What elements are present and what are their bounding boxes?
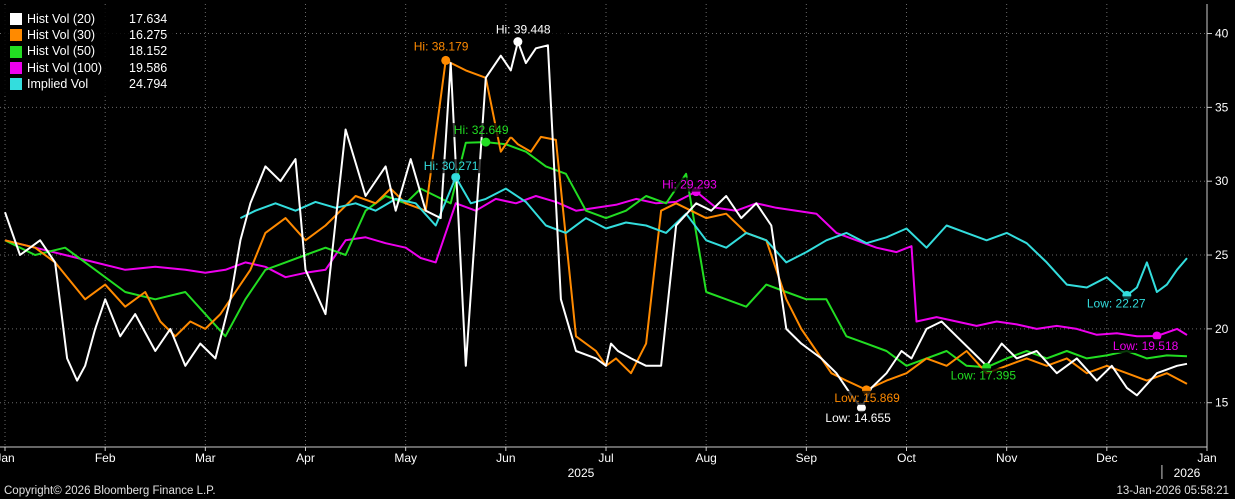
y-tick-label: 25 — [1215, 248, 1229, 262]
legend-label: Hist Vol (100) — [27, 60, 103, 75]
x-tick-label: Sep — [796, 451, 818, 465]
annotation-label: Low: 14.655 — [825, 411, 891, 425]
x-tick-label: Dec — [1096, 451, 1117, 465]
legend-label: Hist Vol (30) — [27, 28, 96, 43]
legend-item: Hist Vol (30) 16.275 — [10, 27, 167, 43]
annotation-marker — [1152, 331, 1162, 341]
legend-swatch — [10, 29, 22, 42]
legend-label: Implied Vol — [27, 76, 89, 91]
annotation-label: Hi: 39.448 — [496, 23, 551, 37]
legend-item: Hist Vol (100) 19.586 — [10, 60, 167, 76]
legend-value: 17.634 — [129, 12, 168, 26]
annotation-label: Hi: 30.271 — [424, 159, 479, 173]
annotation-bg — [493, 22, 566, 37]
x-tick-label: Jan — [0, 451, 15, 465]
annotation-marker — [856, 403, 866, 413]
legend-swatch — [10, 13, 22, 26]
legend-swatch — [10, 77, 22, 90]
year-label: 2026 — [1174, 466, 1201, 480]
annotation-bg — [1084, 296, 1157, 311]
x-tick-label: May — [394, 451, 417, 465]
annotation-label: Low: 19.518 — [1113, 339, 1179, 353]
series-line — [4, 190, 1188, 338]
annotation-label: Hi: 29.293 — [662, 178, 717, 192]
annotation-bg — [1110, 338, 1190, 353]
legend: Hist Vol (20) 17.634 Hist Vol (30) 16.27… — [4, 8, 176, 97]
x-tick-label: Jan — [1197, 451, 1216, 465]
legend-value: 19.586 — [129, 60, 168, 75]
timestamp-text: 13-Jan-2026 05:58:21 — [1116, 485, 1229, 497]
annotation-bg — [660, 177, 733, 192]
legend-value: 24.794 — [129, 76, 168, 91]
annotation-markers: Hi: 39.448 Low: 14.655 Hi: 38.179 Low: 15.8… — [411, 22, 1190, 425]
annotation-marker — [451, 172, 461, 182]
annotation-marker — [513, 37, 523, 47]
annotation-bg — [823, 410, 903, 425]
legend-value: 18.152 — [129, 44, 168, 59]
annotation-marker — [481, 137, 491, 147]
legend-label: Hist Vol (20) — [27, 12, 96, 26]
year-label: 2025 — [568, 466, 595, 480]
series-line — [4, 40, 1188, 409]
annotation-bg — [832, 390, 912, 405]
legend-swatch — [10, 61, 22, 74]
axes: 152025303540JanFebMarAprMayJunJulAugSepO… — [0, 4, 1229, 480]
legend-swatch — [10, 45, 22, 58]
annotation-label: Low: 17.395 — [951, 368, 1017, 382]
x-tick-label: Jun — [496, 451, 515, 465]
x-tick-label: Feb — [95, 451, 116, 465]
legend-value: 16.275 — [129, 28, 168, 43]
annotation-label: Low: 22.27 — [1087, 296, 1146, 310]
legend-item: Hist Vol (50) 18.152 — [10, 43, 167, 59]
annotation-label: Hi: 38.179 — [414, 39, 469, 53]
copyright-text: Copyright© 2026 Bloomberg Finance L.P. — [4, 485, 216, 497]
series-line — [4, 141, 1188, 369]
series-line — [239, 176, 1188, 297]
annotation-bg — [948, 368, 1028, 383]
x-tick-label: Jul — [598, 451, 613, 465]
series-lines — [4, 40, 1188, 409]
y-tick-label: 30 — [1215, 174, 1229, 188]
y-tick-label: 40 — [1215, 27, 1229, 41]
x-tick-label: Nov — [996, 451, 1017, 465]
x-tick-label: Oct — [897, 451, 916, 465]
legend-item: Implied Vol 24.794 — [10, 76, 167, 92]
annotation-label: Hi: 32.649 — [454, 123, 509, 137]
x-tick-label: Aug — [695, 451, 716, 465]
x-tick-label: Mar — [195, 451, 216, 465]
legend-item: Hist Vol (20) 17.634 — [10, 11, 167, 27]
x-tick-label: Apr — [296, 451, 315, 465]
y-tick-label: 35 — [1215, 100, 1229, 114]
legend-label: Hist Vol (50) — [27, 44, 96, 59]
annotation-bg — [421, 159, 494, 174]
annotation-bg — [411, 39, 484, 54]
annotation-bg — [451, 123, 524, 138]
annotation-label: Low: 15.869 — [834, 391, 900, 405]
y-tick-label: 20 — [1215, 322, 1229, 336]
y-tick-label: 15 — [1215, 396, 1229, 410]
series-line — [4, 59, 1188, 391]
annotation-marker — [441, 55, 451, 65]
